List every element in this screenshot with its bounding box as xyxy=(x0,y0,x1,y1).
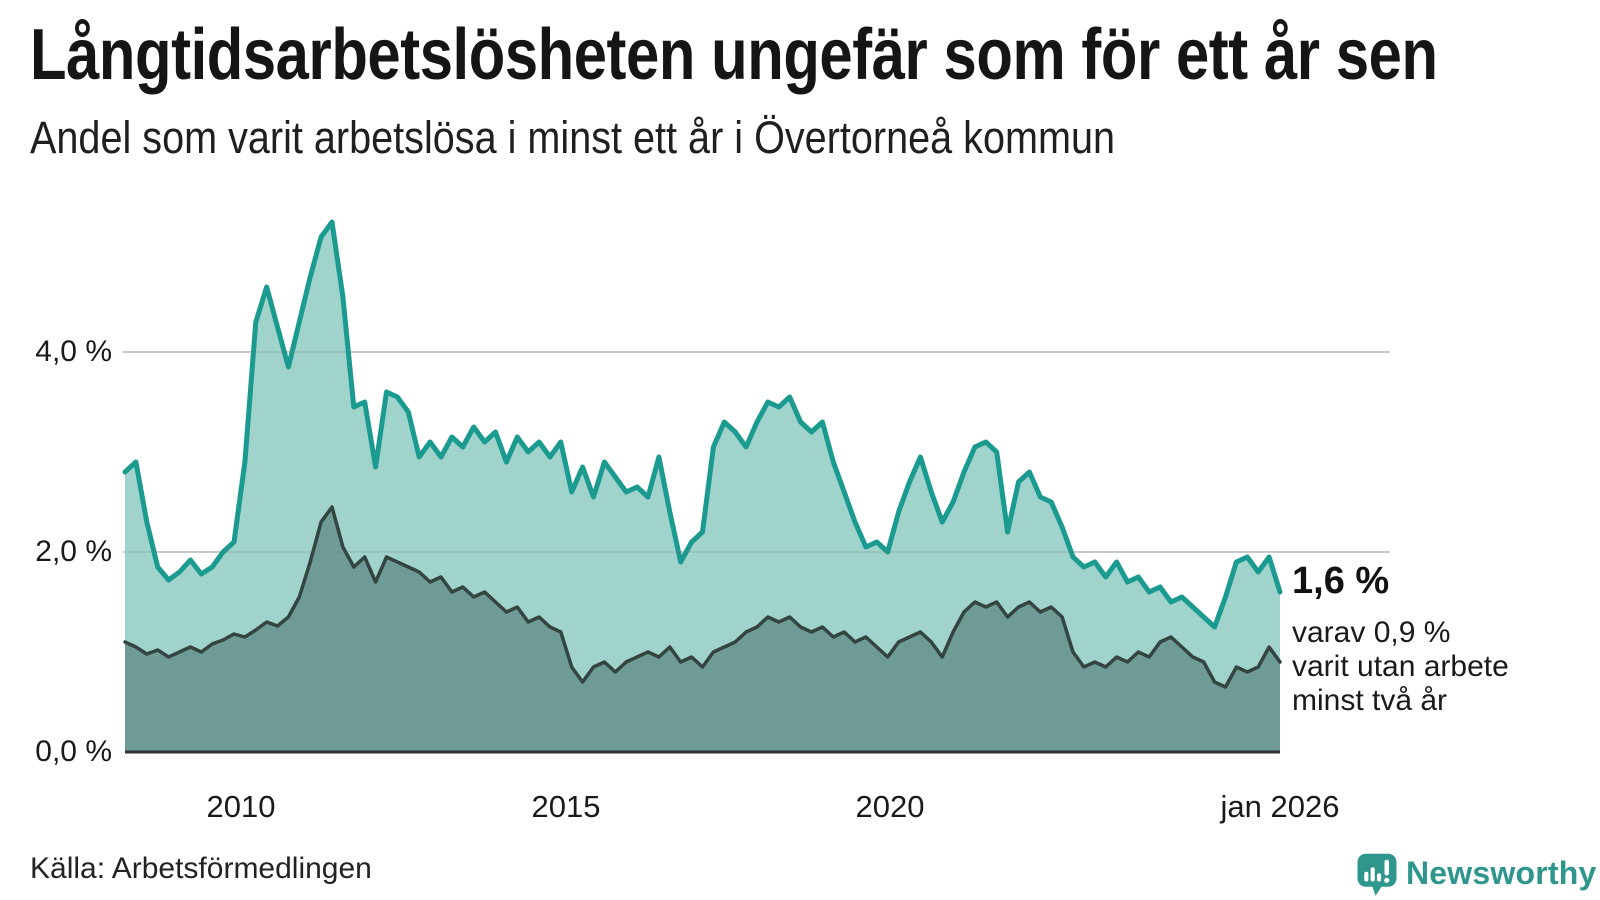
source-credit: Källa: Arbetsförmedlingen xyxy=(30,852,372,885)
page-subtitle: Andel som varit arbetslösa i minst ett å… xyxy=(30,112,1116,163)
latest-value-detail: varav 0,9 % varit utan arbete minst två … xyxy=(1292,616,1509,718)
detail-line-3: minst två år xyxy=(1292,684,1448,717)
y-tick-1: 2,0 % xyxy=(35,535,112,568)
detail-line-1: varav 0,9 % xyxy=(1292,616,1451,649)
x-tick-2020: 2020 xyxy=(855,789,925,824)
line-unemployed-two-years xyxy=(123,505,1282,689)
x-tick-2010: 2010 xyxy=(206,789,276,824)
x-tick-jan-2026: jan 2026 xyxy=(1220,789,1340,824)
latest-value-label: 1,6 % xyxy=(1292,560,1390,602)
y-tick-2: 0,0 % xyxy=(35,735,112,768)
newsworthy-wordmark: Newsworthy xyxy=(1406,855,1597,891)
page-title: Långtidsarbetslösheten ungefär som för e… xyxy=(30,15,1438,95)
newsworthy-logo[interactable]: Newsworthy xyxy=(1356,852,1596,896)
gridlines-over xyxy=(123,351,1390,553)
line-total-unemployed-one-year xyxy=(122,219,1283,630)
area-unemployed-two-years xyxy=(125,507,1280,752)
speech-bubble-bar-chart-icon xyxy=(1357,853,1397,896)
detail-line-2: varit utan arbete xyxy=(1292,650,1509,683)
x-tick-2015: 2015 xyxy=(531,789,601,824)
y-tick-0: 4,0 % xyxy=(35,335,112,368)
